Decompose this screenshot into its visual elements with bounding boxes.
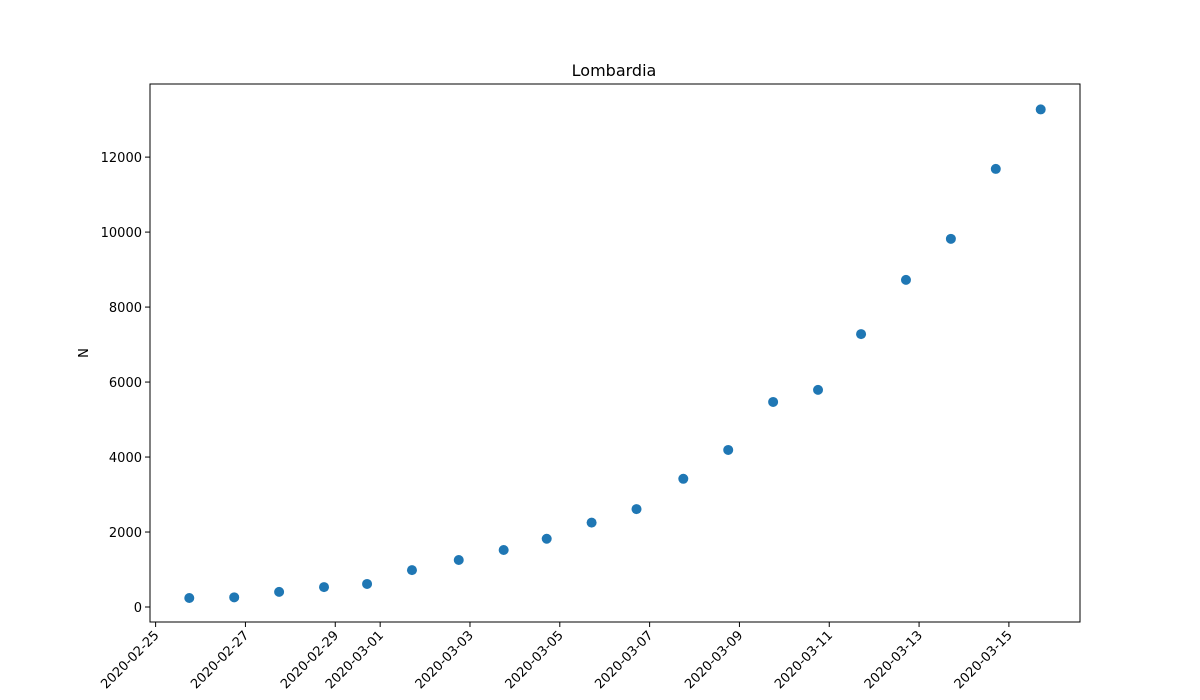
x-tick-label: 2020-03-09 <box>682 628 746 692</box>
data-point <box>319 582 330 593</box>
chart-title: Lombardia <box>572 61 657 80</box>
data-point <box>856 329 867 340</box>
data-point <box>768 396 779 407</box>
y-tick-label: 12000 <box>101 151 142 166</box>
data-point <box>184 593 195 604</box>
data-point <box>362 578 373 589</box>
x-tick-label: 2020-03-03 <box>413 628 477 692</box>
y-tick-label: 4000 <box>109 451 142 466</box>
x-tick-label: 2020-03-13 <box>862 628 926 692</box>
x-tick-label: 2020-03-15 <box>952 628 1016 692</box>
x-axis: 2020-02-25 2020-02-27 2020-02-292020-03-01… <box>98 622 1016 692</box>
x-tick-label: 2020-03-05 <box>503 628 567 692</box>
data-point <box>945 233 956 244</box>
data-point <box>229 592 240 603</box>
data-point <box>631 504 642 515</box>
x-tick-label: 2020-03-11 <box>772 628 836 692</box>
data-point <box>900 274 911 285</box>
data-point <box>453 554 464 565</box>
data-point <box>990 163 1001 174</box>
plot-frame <box>149 83 1081 623</box>
data-point <box>498 545 509 556</box>
y-tick-label: 8000 <box>109 301 142 316</box>
data-point <box>586 517 597 528</box>
y-axis-label: N <box>77 348 92 358</box>
data-point <box>813 384 824 395</box>
y-tick-label: 6000 <box>109 376 142 391</box>
y-tick-label: 10000 <box>101 226 142 241</box>
data-point <box>1035 104 1046 115</box>
x-tick-label: 2020-02-27 <box>188 628 252 692</box>
y-tick-label: 0 <box>134 601 142 616</box>
data-point <box>541 533 552 544</box>
y-tick-label: 2000 <box>109 526 142 541</box>
x-tick-label: 2020-02-25 <box>98 628 162 692</box>
x-tick-label: 2020-03-07 <box>592 628 656 692</box>
data-point <box>406 565 417 576</box>
data-point <box>678 473 689 484</box>
data-point <box>723 444 734 455</box>
data-points <box>184 104 1046 604</box>
data-point <box>274 586 285 597</box>
y-axis: 0 2000 4000 6000 8000 10000 12000 <box>101 151 150 616</box>
